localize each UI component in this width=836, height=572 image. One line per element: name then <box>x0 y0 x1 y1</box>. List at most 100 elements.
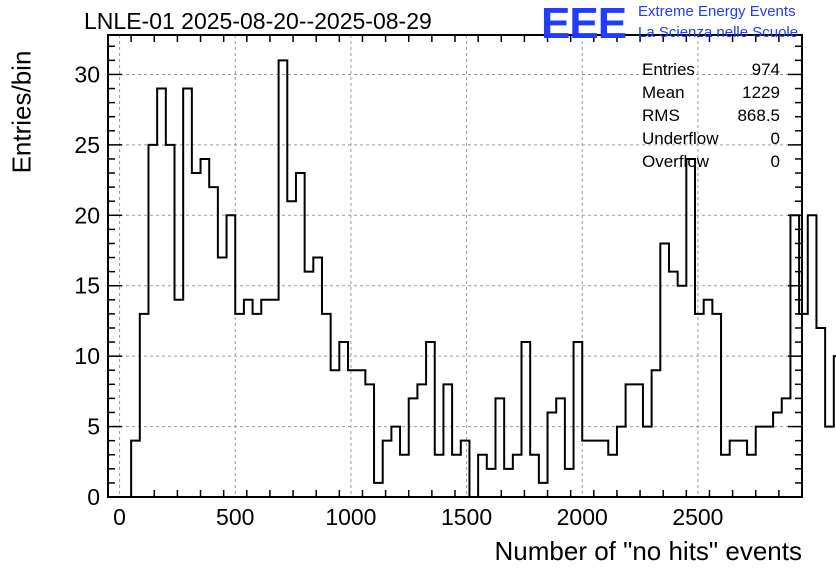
histogram-bin <box>626 384 635 497</box>
histogram-bin <box>287 201 296 497</box>
histogram-bin <box>591 441 600 497</box>
stats-row-mean: Mean 1229 <box>642 81 780 104</box>
histogram-bin <box>183 89 192 497</box>
histogram-bin <box>608 455 617 497</box>
histogram-bin <box>478 455 487 497</box>
histogram-bin <box>426 342 435 497</box>
histogram-bin <box>487 469 496 497</box>
histogram-bin <box>253 314 262 497</box>
histogram-bin <box>365 384 374 497</box>
histogram-bin <box>808 215 817 497</box>
stats-overflow-value: 0 <box>770 152 780 171</box>
histogram-bin <box>140 314 149 497</box>
histogram-bin <box>235 314 244 497</box>
y-tick-label: 20 <box>74 202 100 228</box>
histogram-bin <box>556 398 565 497</box>
histogram-bin <box>782 398 791 497</box>
stats-underflow-value: 0 <box>770 129 780 148</box>
histogram-bin <box>565 469 574 497</box>
stats-row-entries: Entries 974 <box>642 58 780 81</box>
x-tick-label: 1500 <box>441 504 492 530</box>
histogram-bin <box>730 441 739 497</box>
x-tick-label: 0 <box>113 504 126 530</box>
stats-row-rms: RMS 868.5 <box>642 104 780 127</box>
histogram-bin <box>261 300 270 497</box>
histogram-bin <box>166 145 175 497</box>
histogram-bin <box>305 272 314 497</box>
histogram-bin <box>530 455 539 497</box>
histogram-bin <box>322 314 331 497</box>
stats-box: Entries 974 Mean 1229 RMS 868.5 Underflo… <box>642 58 780 173</box>
histogram-bin <box>495 398 504 497</box>
histogram-bin <box>600 441 609 497</box>
histogram-bin <box>357 370 366 497</box>
histogram-bin <box>227 215 236 497</box>
stats-entries-value: 974 <box>751 60 780 79</box>
histogram-bin <box>244 300 253 497</box>
histogram-bin <box>313 258 322 497</box>
x-axis-label: Number of "no hits" events <box>494 536 803 566</box>
logo-line-1: Extreme Energy Events <box>638 3 796 20</box>
y-tick-label: 10 <box>74 343 100 369</box>
histogram-bin <box>773 412 782 497</box>
histogram-bin <box>816 328 825 497</box>
histogram-bin <box>218 258 227 497</box>
histogram-bin <box>704 300 713 497</box>
histogram-bin <box>435 455 444 497</box>
histogram-bin <box>634 384 643 497</box>
histogram-bin <box>383 441 392 497</box>
histogram-bin <box>339 342 348 497</box>
stats-row-underflow: Underflow 0 <box>642 127 780 150</box>
histogram-bin <box>617 427 626 497</box>
histogram-bin <box>643 427 652 497</box>
histogram-bin <box>391 427 400 497</box>
histogram-bin <box>582 441 591 497</box>
histogram-bin <box>461 441 470 497</box>
y-tick-label: 5 <box>87 414 100 440</box>
y-axis-label: Entries/bin <box>6 50 37 174</box>
stats-entries-label: Entries <box>642 60 695 79</box>
histogram-bin <box>825 427 834 497</box>
y-tick-label: 25 <box>74 132 100 158</box>
histogram-bin <box>738 441 747 497</box>
stats-row-overflow: Overflow 0 <box>642 150 780 173</box>
y-tick-label: 15 <box>74 273 100 299</box>
histogram-bin <box>400 455 409 497</box>
histogram-bin <box>192 173 201 497</box>
histogram-bin <box>148 145 157 497</box>
histogram-bin <box>157 89 166 497</box>
histogram-bin <box>417 384 426 497</box>
histogram-bin <box>279 60 288 497</box>
histogram-bin <box>712 314 721 497</box>
histogram-bin <box>513 455 522 497</box>
x-tick-label: 2000 <box>557 504 608 530</box>
histogram-bin <box>574 342 583 497</box>
histogram-bin <box>522 342 531 497</box>
histogram-bin <box>686 159 695 497</box>
histogram-bin <box>721 455 730 497</box>
histogram-bin <box>374 483 383 497</box>
histogram-bin <box>175 300 184 497</box>
histogram-bin <box>539 483 548 497</box>
x-tick-label: 1000 <box>325 504 376 530</box>
histogram-bin <box>504 469 513 497</box>
histogram-bin <box>296 173 305 497</box>
logo-line-2: La Scienza nelle Scuole <box>638 24 799 41</box>
stats-rms-value: 868.5 <box>737 106 780 125</box>
histogram-bin <box>201 159 210 497</box>
histogram-bin <box>747 455 756 497</box>
chart-title: LNLE-01 2025-08-20--2025-08-29 <box>84 8 432 34</box>
x-tick-label: 500 <box>216 504 254 530</box>
histogram-bin <box>678 286 687 497</box>
histogram-bin <box>443 384 452 497</box>
histogram-bin <box>756 427 765 497</box>
histogram-bin <box>131 441 140 497</box>
histogram-bin <box>331 370 340 497</box>
y-tick-label: 30 <box>74 61 100 87</box>
y-tick-label: 0 <box>87 484 100 510</box>
stats-overflow-label: Overflow <box>642 152 710 171</box>
histogram-bin <box>660 243 669 497</box>
histogram-bin <box>764 427 773 497</box>
histogram-bin <box>669 272 678 497</box>
